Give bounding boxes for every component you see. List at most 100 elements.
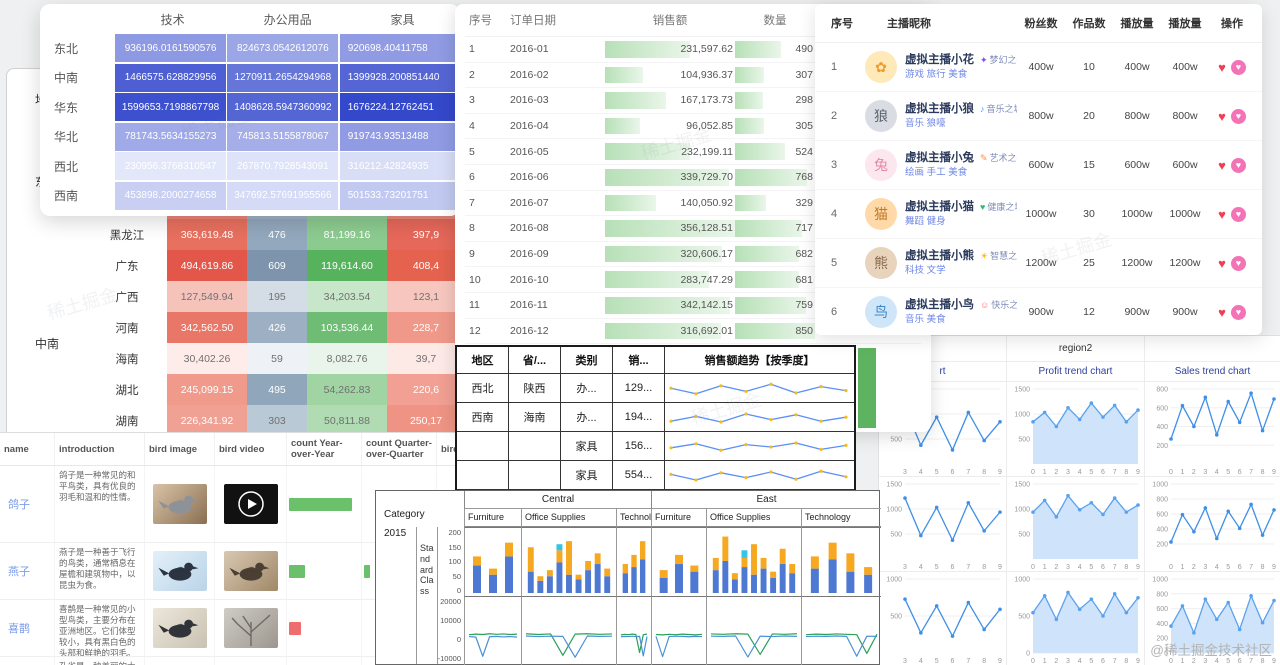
streamer-tags[interactable]: 游戏 旅行 美食 <box>905 68 968 80</box>
city-badge-icon: ✎ <box>980 152 988 163</box>
qty-value: 768 <box>795 171 813 184</box>
qty-value: 524 <box>795 145 813 158</box>
qty-data-bar <box>735 296 807 314</box>
streamer-avatar: 猫 <box>865 198 897 230</box>
svg-text:2: 2 <box>1054 658 1058 665</box>
profit-line-chart <box>521 596 616 665</box>
like-heart-icon[interactable] <box>1218 159 1226 172</box>
favorite-circle-icon[interactable] <box>1230 304 1246 320</box>
order-row: 1 2016-01 231,597.62 490 <box>465 37 921 63</box>
like-heart-icon[interactable] <box>1218 257 1226 270</box>
trend-column-header: 销... <box>613 347 665 374</box>
svg-text:5: 5 <box>934 564 938 571</box>
streamers-column-header: 播放量 <box>1120 18 1154 30</box>
play-icon[interactable] <box>224 551 278 591</box>
svg-text:600: 600 <box>1156 511 1168 518</box>
sales-data-bar <box>605 271 709 288</box>
svg-text:7: 7 <box>1112 564 1116 571</box>
streamer-tags[interactable]: 科技 文学 <box>905 264 946 276</box>
streamer-tags[interactable]: 绘画 手工 美食 <box>905 166 968 178</box>
pivot-value-cell: 1408628.5947360992 <box>227 93 339 121</box>
province-row: 广东 494,619.86 609 119,614.60 408,4 <box>87 250 455 281</box>
order-qty-cell: 850 <box>735 319 815 344</box>
streamer-tags[interactable]: 舞蹈 健身 <box>905 215 946 227</box>
heatmap-cell-amount: 408,4 <box>387 250 455 281</box>
play-icon[interactable] <box>224 608 278 648</box>
like-heart-icon[interactable] <box>1218 110 1226 123</box>
sales-data-bar <box>605 92 667 109</box>
order-row: 6 2016-06 339,729.70 768 <box>465 165 921 191</box>
pivot-value-cell: 919743.93513488 <box>339 122 459 151</box>
favorite-circle-icon[interactable] <box>1230 59 1246 75</box>
trend-sales: 156... <box>613 432 665 461</box>
favorite-circle-icon[interactable] <box>1230 255 1246 271</box>
trend-region <box>457 432 509 461</box>
sales-data-bar <box>605 296 730 314</box>
heatmap-cell-count: 609 <box>247 250 307 281</box>
heatmap-cell-sales: 30,402.26 <box>167 343 247 374</box>
fans-count: 600w <box>1028 159 1054 171</box>
play-count-1: 900w <box>1124 306 1150 318</box>
category-subheader: Office Supplies <box>706 509 801 527</box>
order-date: 2016-12 <box>510 324 549 337</box>
sales-value: 104,936.37 <box>680 68 733 81</box>
favorite-circle-icon[interactable] <box>1230 157 1246 173</box>
works-count: 15 <box>1083 159 1095 171</box>
bird-video-player[interactable] <box>223 608 278 648</box>
line-chart: 1000 800 600 400 200 0 1 2 3 4 5 6 7 8 9 <box>1145 477 1280 572</box>
works-count: 12 <box>1083 306 1095 318</box>
svg-text:7: 7 <box>966 658 970 665</box>
fans-count: 1000w <box>1025 208 1057 220</box>
order-sales-cell: 356,128.51 <box>605 216 735 241</box>
svg-text:6: 6 <box>1101 469 1105 476</box>
bird-name-link[interactable]: 燕子 <box>0 543 55 599</box>
favorite-circle-icon[interactable] <box>1230 108 1246 124</box>
pivot-value-cell: 453898.2000274658 <box>115 181 226 210</box>
sales-value: 356,128.51 <box>680 222 733 235</box>
bird-video-player[interactable] <box>223 551 278 591</box>
streamer-info: 兔 虚拟主播小兔 ✎ 艺术之都 绘画 手工 美食 <box>865 149 1017 181</box>
province-row: 湖南 226,341.92 303 50,811.88 250,17 <box>87 405 455 435</box>
svg-text:3: 3 <box>1203 658 1207 665</box>
svg-text:6: 6 <box>1237 658 1241 665</box>
operations-cell <box>1209 108 1255 124</box>
streamer-index: 6 <box>831 306 838 318</box>
sales-value: 140,050.92 <box>680 196 733 209</box>
svg-text:1000: 1000 <box>886 506 902 513</box>
heatmap-cell-profit: 50,811.88 <box>307 405 387 435</box>
play-count-1: 400w <box>1124 61 1150 73</box>
bird-name-link[interactable]: 孔雀 <box>0 657 55 665</box>
favorite-circle-icon[interactable] <box>1230 206 1246 222</box>
play-icon[interactable] <box>224 484 278 524</box>
trend-region: 西南 <box>457 403 509 432</box>
order-row: 4 2016-04 96,052.85 305 <box>465 114 921 140</box>
crosstab-chart-panel: Category 2015 Standard Class 200 150 100 50… <box>375 490 881 665</box>
streamer-tags[interactable]: 音乐 狼嚎 <box>905 117 946 129</box>
y-tick: 20000 <box>440 597 461 606</box>
stacked-bar-chart <box>706 527 801 596</box>
heatmap-cell-amount: 250,17 <box>387 405 455 435</box>
svg-text:0: 0 <box>1169 564 1173 571</box>
order-date: 2016-07 <box>510 196 549 209</box>
sales-value: 320,606.17 <box>680 248 733 261</box>
like-heart-icon[interactable] <box>1218 208 1226 221</box>
category-subheader: Office Supplies <box>521 509 616 527</box>
stacked-bar-chart <box>801 527 881 596</box>
area-chart: 1500 1000 500 0 1 2 3 4 5 6 7 8 9 <box>1007 382 1145 477</box>
bird-name-link[interactable]: 鸽子 <box>0 466 55 542</box>
order-row: 12 2016-12 316,692.01 850 <box>465 319 921 345</box>
bird-image <box>152 551 207 591</box>
like-heart-icon[interactable] <box>1218 306 1226 319</box>
like-heart-icon[interactable] <box>1218 61 1226 74</box>
operations-cell <box>1209 206 1255 222</box>
order-qty-cell: 329 <box>735 191 815 216</box>
order-sales-cell: 104,936.37 <box>605 63 735 88</box>
order-qty-cell: 298 <box>735 88 815 113</box>
bird-video-player[interactable] <box>223 484 278 524</box>
heatmap-cell-count: 59 <box>247 343 307 374</box>
streamer-tags[interactable]: 音乐 美食 <box>905 313 946 325</box>
city-badge-icon: ☺ <box>980 299 990 310</box>
birds-column-header: name <box>0 433 55 465</box>
bird-name-link[interactable]: 喜鹊 <box>0 600 55 656</box>
bird-image-cell <box>145 657 215 665</box>
